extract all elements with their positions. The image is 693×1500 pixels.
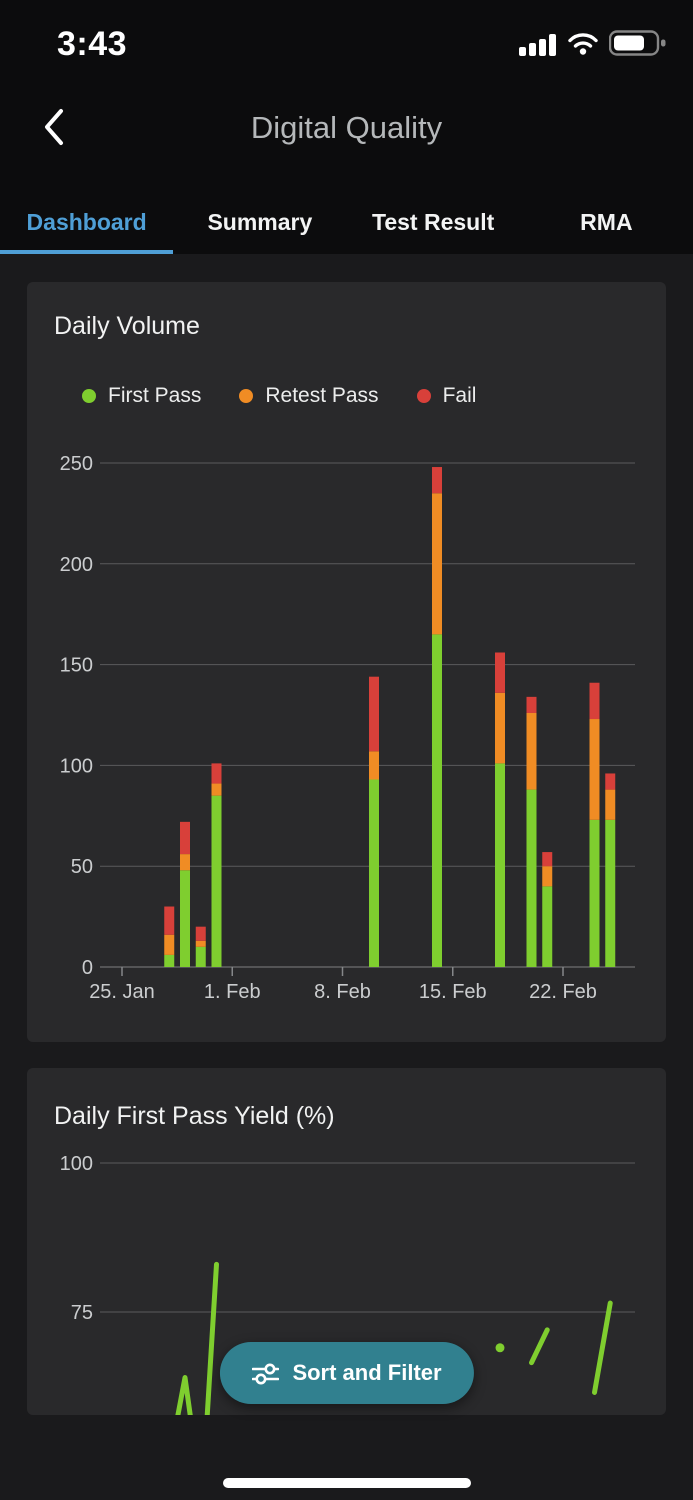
chevron-left-icon — [45, 108, 63, 145]
sort-and-filter-button[interactable]: Sort and Filter — [219, 1342, 474, 1404]
tab-summary[interactable]: Summary — [207, 208, 313, 235]
daily-yield-chart[interactable]: 100 75 — [27, 1068, 666, 1415]
first-pass-dot-icon — [82, 389, 96, 403]
svg-text:200: 200 — [60, 554, 93, 576]
wifi-icon — [568, 33, 598, 55]
home-indicator[interactable] — [222, 1478, 471, 1488]
svg-text:22. Feb: 22. Feb — [529, 981, 597, 1003]
status-icons — [519, 30, 667, 56]
tune-sliders-icon — [251, 1363, 279, 1384]
status-time: 3:43 — [57, 25, 128, 63]
daily-volume-chart[interactable]: 0 50 100 150 200 250 25. Jan 1. Feb 8. Feb 15. Fe… — [27, 282, 666, 1042]
svg-text:100: 100 — [60, 1153, 93, 1175]
svg-text:75: 75 — [71, 1302, 93, 1324]
legend-item-retest-pass[interactable]: Retest Pass — [239, 384, 379, 408]
svg-text:250: 250 — [60, 453, 93, 475]
daily-volume-card: Daily Volume First Pass Retest Pass Fail… — [27, 282, 666, 1042]
legend-label: Fail — [442, 384, 477, 407]
svg-text:1. Feb: 1. Feb — [204, 981, 261, 1003]
page-title: Digital Quality — [250, 110, 443, 145]
legend-item-fail[interactable]: Fail — [416, 384, 477, 408]
svg-text:50: 50 — [71, 856, 93, 878]
tab-test-result[interactable]: Test Result — [371, 208, 495, 235]
svg-text:0: 0 — [82, 957, 93, 979]
chart-legend: First Pass Retest Pass Fail — [82, 384, 476, 408]
daily-volume-title: Daily Volume — [54, 312, 200, 340]
svg-text:25. Jan: 25. Jan — [89, 981, 155, 1003]
fail-dot-icon — [416, 389, 431, 403]
svg-text:100: 100 — [60, 755, 93, 777]
legend-item-first-pass[interactable]: First Pass — [82, 384, 201, 408]
tab-dashboard[interactable]: Dashboard — [0, 190, 174, 254]
legend-label: Retest Pass — [265, 384, 379, 407]
cellular-signal-icon — [519, 34, 556, 56]
retest-pass-dot-icon — [239, 389, 254, 403]
back-button[interactable] — [28, 104, 80, 152]
battery-icon — [609, 30, 666, 56]
daily-yield-title: Daily First Pass Yield (%) — [54, 1102, 335, 1130]
svg-text:150: 150 — [60, 655, 93, 677]
sort-and-filter-label: Sort and Filter — [292, 1360, 442, 1385]
tab-bar: Dashboard Summary Test Result RMA — [0, 190, 693, 254]
svg-text:15. Feb: 15. Feb — [419, 981, 487, 1003]
legend-label: First Pass — [108, 384, 202, 407]
content-area: Daily Volume First Pass Retest Pass Fail… — [0, 254, 693, 1500]
tab-rma[interactable]: RMA — [580, 208, 633, 235]
svg-text:8. Feb: 8. Feb — [314, 981, 371, 1003]
